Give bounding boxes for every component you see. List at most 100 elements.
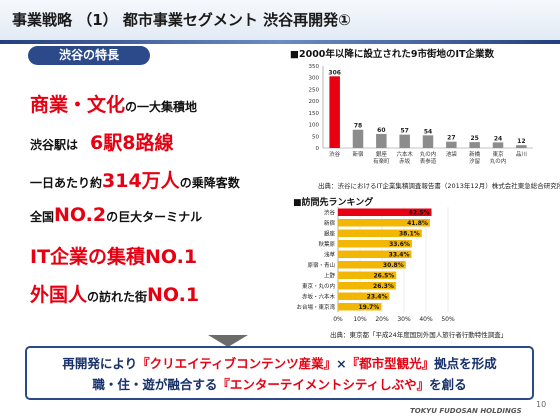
x-tick-label: 新橋: [469, 150, 481, 158]
data-label: 33.6%: [389, 241, 410, 248]
x-tick-label: 10%: [353, 316, 367, 323]
data-label: 12: [517, 138, 525, 145]
bar: [492, 142, 504, 148]
y-tick-label: 浅草: [324, 251, 336, 259]
features-header: 渋谷の特長: [28, 46, 150, 65]
bar: [338, 219, 430, 227]
x-tick-label: 0%: [333, 316, 343, 323]
y-tick-label: 250: [309, 87, 320, 93]
bar: [338, 229, 422, 237]
feature-commerce-highlight: 商業・文化: [30, 94, 126, 116]
bar: [338, 261, 406, 269]
y-tick-label: 200: [309, 99, 320, 105]
data-label: 33.4%: [389, 252, 410, 259]
bar: [338, 250, 412, 258]
feature-terminal-text: の巨大ターミナル: [106, 210, 203, 224]
slide-title: 事業戦略 （1） 都市事業セグメント 渋谷再開発①: [12, 11, 351, 29]
data-label: 57: [400, 128, 408, 135]
banner-l2-b: 『エンターテイメントシティしぶや』: [217, 377, 430, 392]
it-chart-title: ■2000年以降に設立された9市街地のIT企業数: [290, 49, 495, 60]
feature-passengers: 一日あたり約314万人の乗降客数: [30, 166, 240, 193]
data-label: 41.8%: [407, 220, 428, 227]
bar: [338, 240, 412, 248]
bar: [338, 292, 390, 300]
banner-l1-c: ×: [336, 356, 347, 371]
x-tick-label: 池袋: [446, 150, 458, 158]
data-label: 23.4%: [367, 294, 388, 301]
y-tick-label: 赤坂・六本木: [302, 293, 336, 301]
feature-terminal-highlight: NO.2: [54, 204, 107, 226]
feature-station-highlight: 6駅8路線: [90, 132, 174, 154]
feature-it: IT企業の集積NO.1: [30, 242, 197, 269]
bar: [338, 303, 382, 311]
bar: [338, 282, 396, 290]
bar: [422, 135, 434, 148]
data-label: 26.5%: [373, 273, 394, 280]
x-tick-label: 有楽町: [373, 157, 390, 165]
banner-l1-d: 『都市型観光』: [346, 356, 435, 371]
x-tick-label: 40%: [419, 316, 433, 323]
feature-foreigners-text: の訪れた街: [87, 290, 148, 304]
x-tick-label: 汐留: [469, 157, 481, 165]
x-tick-label: 50%: [441, 316, 455, 323]
data-label: 78: [354, 123, 362, 130]
banner-l2-c: を創る: [429, 377, 467, 392]
visit-chart-title: ■訪問先ランキング: [293, 198, 374, 208]
y-tick-label: 0: [316, 146, 320, 152]
x-tick-label: 丸の内: [490, 157, 507, 165]
feature-passengers-text: の乗降客数: [179, 176, 240, 190]
y-tick-label: 東京・丸の内: [302, 282, 335, 290]
visit-chart-source: 出典：東京都「平成24年度国別外国人旅行者行動特性調査」: [330, 331, 508, 339]
feature-foreigners-highlight2: NO.1: [147, 284, 200, 306]
banner-l1-e: 拠点を形成: [434, 356, 497, 371]
y-tick-label: 50: [312, 134, 319, 140]
title-bar: [0, 0, 560, 40]
conclusion-banner: 再開発により『クリエイティブコンテンツ産業』×『都市型観光』拠点を形成 職・住・…: [25, 346, 534, 400]
y-tick-label: 350: [309, 64, 320, 70]
banner-l1-b: 『クリエイティブコンテンツ産業』: [137, 356, 337, 371]
data-label: 38.1%: [399, 231, 420, 238]
banner-line-1: 再開発により『クリエイティブコンテンツ産業』×『都市型観光』拠点を形成: [27, 353, 532, 372]
data-label: 24: [494, 135, 502, 142]
y-tick-label: 300: [309, 76, 320, 82]
x-tick-label: 丸の内: [420, 150, 437, 158]
x-tick-label: 銀座: [376, 150, 388, 158]
company-logo: TOKYU FUDOSAN HOLDINGS: [410, 407, 522, 415]
x-tick-label: 表参道: [420, 157, 437, 165]
bar: [469, 142, 480, 148]
y-tick-label: 原宿・青山: [307, 261, 335, 269]
title-underline: [0, 40, 560, 44]
x-tick-label: 20%: [375, 316, 389, 323]
data-label: 60: [377, 127, 385, 134]
banner-line-2: 職・住・遊が融合する『エンターテイメントシティしぶや』を創る: [27, 374, 532, 393]
feature-it-highlight: IT企業の集積NO.1: [30, 246, 198, 268]
data-label: 306: [328, 69, 341, 76]
y-tick-label: 150: [309, 111, 320, 117]
bar: [338, 208, 432, 216]
bar: [516, 145, 527, 148]
x-tick-label: 渋谷: [329, 150, 341, 158]
x-tick-label: 東京: [492, 150, 504, 158]
banner-l1-a: 再開発により: [62, 356, 138, 371]
y-tick-label: 秋葉原: [318, 240, 335, 248]
bar: [338, 271, 397, 279]
down-arrow-icon: [208, 335, 248, 347]
data-label: 19.7%: [359, 304, 380, 311]
feature-passengers-highlight: 314万人: [102, 170, 180, 192]
page-number: 10: [536, 400, 547, 409]
y-tick-label: 新宿: [324, 219, 336, 227]
data-label: 27: [447, 135, 455, 142]
data-label: 26.3%: [373, 283, 394, 290]
feature-commerce: 商業・文化の一大集積地: [30, 90, 197, 117]
x-tick-label: 新宿: [352, 150, 364, 158]
bar: [352, 129, 364, 148]
y-tick-label: 上野: [324, 272, 336, 280]
x-tick-label: 品川: [516, 151, 527, 158]
feature-station-text: 渋谷駅は: [30, 138, 79, 152]
bar: [329, 76, 340, 148]
bar: [446, 141, 457, 148]
y-tick-label: 渋谷: [324, 209, 336, 217]
feature-terminal-prefix: 全国: [30, 210, 55, 224]
data-label: 30.8%: [383, 262, 404, 269]
feature-station: 渋谷駅は 6駅8路線: [30, 128, 173, 155]
